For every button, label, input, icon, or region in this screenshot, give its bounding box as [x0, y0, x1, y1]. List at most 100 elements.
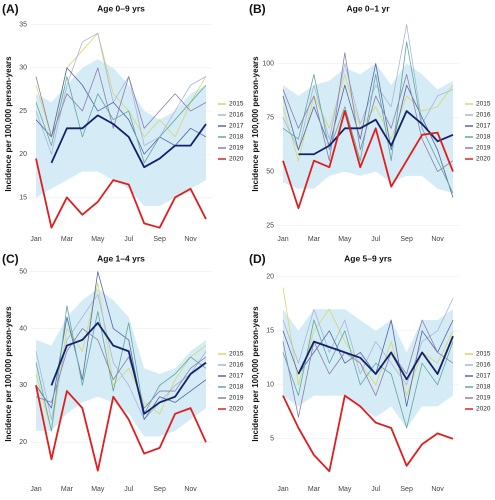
legend-label: 2015 [476, 351, 491, 358]
x-tick-label: Jul [124, 486, 133, 493]
panel-letter: (A) [2, 2, 19, 16]
x-tick-label: Nov [431, 486, 444, 493]
legend-label: 2020 [229, 156, 244, 163]
series-line [282, 319, 454, 429]
legend-label: 2019 [476, 395, 491, 402]
x-tick-label: Nov [184, 486, 197, 493]
y-tick-label: 15 [266, 328, 274, 335]
x-tick-label: Sep [400, 486, 413, 493]
panel: (D) Age 5–9 yrs Incidence per 100,000 pers… [249, 252, 491, 493]
y-axis-label: Incidence per 100,000 person-years [4, 306, 13, 442]
y-tick-label: 20 [266, 274, 274, 281]
legend-label: 2018 [476, 384, 491, 391]
legend-label: 2019 [476, 145, 491, 152]
mean-line [50, 114, 207, 169]
series-line [35, 305, 207, 432]
mean-line [50, 321, 207, 415]
y-tick-label: 75 [266, 114, 274, 121]
x-tick-label: May [338, 236, 352, 243]
x-tick-label: Nov [184, 236, 197, 243]
series-line [35, 282, 207, 432]
legend-label: 2018 [476, 134, 491, 141]
series-line [282, 24, 454, 151]
y-tick-label: 50 [19, 269, 27, 276]
x-tick-label: May [91, 486, 105, 493]
x-tick-label: Mar [308, 236, 321, 243]
x-tick-label: Sep [400, 236, 413, 243]
series-line [282, 63, 454, 198]
x-tick-label: Jul [124, 236, 133, 243]
panel-letter: (B) [249, 2, 266, 16]
mean-line [297, 335, 454, 381]
x-tick-label: Mar [61, 486, 74, 493]
x-tick-label: Jul [371, 486, 380, 493]
legend-label: 2015 [229, 351, 244, 358]
y-tick-label: 30 [19, 382, 27, 389]
y-axis-label: Incidence per 100,000 person-years [251, 56, 260, 192]
series-line [282, 394, 454, 473]
legend-label: 2019 [229, 395, 244, 402]
legend-label: 2020 [476, 406, 491, 413]
range-band [36, 59, 206, 207]
x-tick-label: Jan [277, 236, 288, 243]
y-tick-label: 25 [266, 222, 274, 229]
legend-label: 2015 [476, 101, 491, 108]
range-band [36, 288, 206, 437]
panel: (A) Age 0–9 yrs Incidence per 100,000 pers… [2, 2, 244, 243]
legend-label: 2018 [229, 134, 244, 141]
series-line [35, 32, 207, 155]
series-line [35, 67, 207, 155]
y-tick-label: 10 [266, 382, 274, 389]
panel-title: Age 0–9 yrs [97, 3, 145, 13]
y-tick-label: 40 [19, 325, 27, 332]
legend-label: 2017 [476, 373, 491, 380]
panel-letter: (D) [249, 252, 266, 266]
panel: (C) Age 1–4 yrs Incidence per 100,000 pers… [2, 252, 244, 493]
panel-title: Age 5–9 yrs [344, 253, 392, 263]
y-axis-label: Incidence per 100,000 person-years [4, 56, 13, 192]
legend-label: 2016 [229, 112, 244, 119]
y-tick-label: 50 [266, 168, 274, 175]
y-tick-label: 25 [19, 108, 27, 115]
series-line [35, 67, 207, 138]
y-tick-label: 30 [19, 65, 27, 72]
legend-label: 2017 [476, 123, 491, 130]
range-band [283, 309, 453, 428]
legend-label: 2018 [229, 384, 244, 391]
series-line [282, 298, 454, 386]
panel: (B) Age 0–1 yr Incidence per 100,000 perso… [249, 2, 491, 243]
x-tick-label: Nov [431, 236, 444, 243]
series-line [282, 319, 454, 418]
x-tick-label: Jan [30, 236, 41, 243]
y-axis-label: Incidence per 100,000 person-years [251, 306, 260, 442]
x-tick-label: Jul [371, 236, 380, 243]
legend-label: 2016 [476, 362, 491, 369]
x-tick-label: May [91, 236, 105, 243]
y-tick-label: 20 [19, 151, 27, 158]
series-line [35, 76, 207, 164]
x-tick-label: Jan [30, 486, 41, 493]
panel-title: Age 1–4 yrs [97, 253, 145, 263]
x-tick-label: Mar [61, 236, 74, 243]
legend-label: 2017 [229, 123, 244, 130]
y-tick-label: 35 [19, 21, 27, 28]
panel-title: Age 0–1 yr [347, 3, 391, 13]
x-tick-label: Sep [153, 236, 166, 243]
x-tick-label: Sep [153, 486, 166, 493]
series-line [35, 328, 207, 409]
legend-label: 2016 [229, 362, 244, 369]
x-tick-label: Jan [277, 486, 288, 493]
panel-letter: (C) [2, 252, 19, 266]
legend-label: 2016 [476, 112, 491, 119]
y-tick-label: 5 [270, 436, 274, 443]
mean-line [298, 110, 454, 156]
y-tick-label: 20 [19, 439, 27, 446]
legend-label: 2017 [229, 373, 244, 380]
series-line [282, 110, 454, 210]
y-tick-label: 15 [19, 194, 27, 201]
series-line [35, 271, 207, 420]
range-band [283, 63, 453, 194]
x-tick-label: Mar [308, 486, 321, 493]
legend-label: 2019 [229, 145, 244, 152]
